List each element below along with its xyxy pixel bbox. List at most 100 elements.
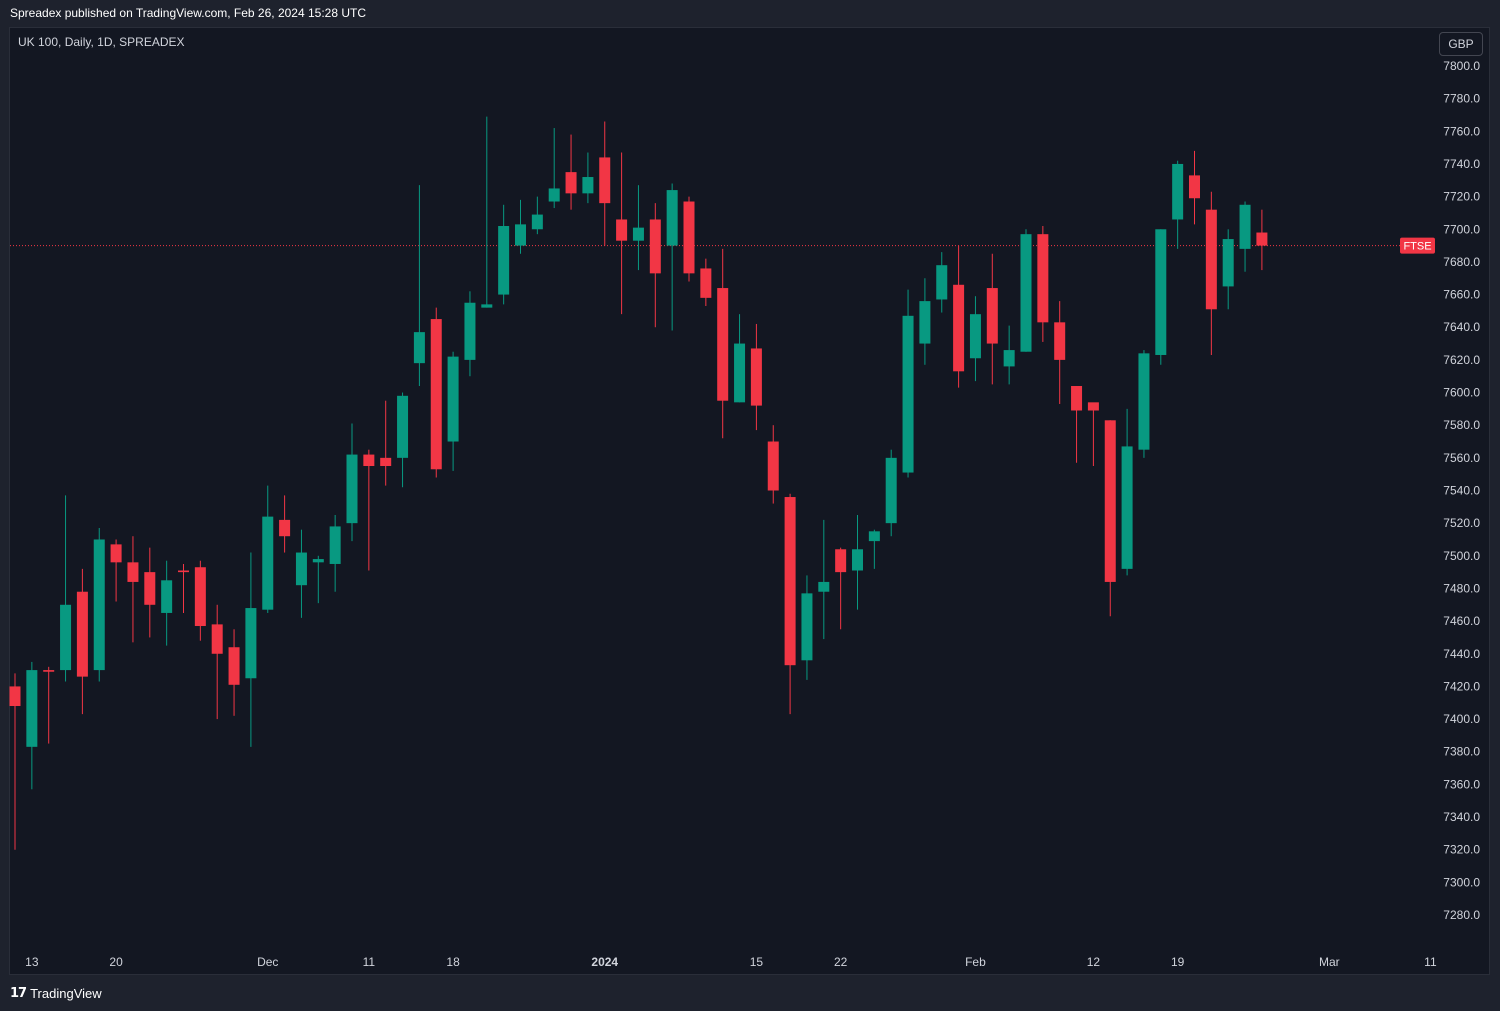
y-tick-label: 7780.0 [1443, 92, 1480, 106]
candle-body-down [599, 157, 611, 204]
candle-body-up [632, 227, 644, 241]
candle-body-down [784, 497, 796, 666]
candle-body-up [1222, 239, 1234, 287]
y-tick-label: 7640.0 [1443, 320, 1480, 334]
candle-body-down [430, 319, 442, 470]
symbol-info: UK 100, Daily, 1D, SPREADEX [18, 35, 185, 49]
currency-button[interactable]: GBP [1439, 32, 1483, 56]
candle-body-up [26, 670, 38, 747]
x-tick-label: 18 [446, 955, 460, 969]
y-tick-label: 7540.0 [1443, 484, 1480, 498]
candle-body-down [986, 288, 998, 344]
candle-body-down [953, 284, 965, 372]
y-tick-label: 7520.0 [1443, 516, 1480, 530]
candle-body-up [60, 604, 72, 671]
candle-body-down [700, 268, 712, 298]
y-tick-label: 7600.0 [1443, 386, 1480, 400]
candle-body-up [329, 526, 341, 564]
candle-body-up [902, 315, 914, 473]
x-tick-label: 20 [109, 955, 123, 969]
candle-body-up [582, 177, 594, 194]
y-tick-label: 7380.0 [1443, 745, 1480, 759]
y-tick-label: 7680.0 [1443, 255, 1480, 269]
x-tick-label: Mar [1319, 955, 1340, 969]
candle-body-up [1121, 446, 1133, 569]
publisher-caption: Spreadex published on TradingView.com, F… [10, 6, 367, 20]
candle-body-up [548, 188, 560, 202]
candle-body-down [1256, 232, 1268, 246]
y-tick-label: 7440.0 [1443, 647, 1480, 661]
chart-pane[interactable] [9, 27, 1490, 975]
tradingview-logo[interactable]: 𝟭𝟳 TradingView [10, 985, 102, 1001]
candle-body-down [194, 567, 206, 627]
y-tick-label: 7660.0 [1443, 288, 1480, 302]
y-tick-label: 7320.0 [1443, 843, 1480, 857]
x-tick-label: 13 [25, 955, 39, 969]
candle-body-up [531, 214, 543, 230]
x-tick-label: 2024 [591, 955, 618, 969]
y-tick-label: 7740.0 [1443, 157, 1480, 171]
x-tick-label: 22 [834, 955, 848, 969]
candle-body-up [464, 302, 476, 360]
candle-body-down [565, 172, 577, 194]
candle-body-down [43, 670, 55, 672]
candle-body-up [1155, 229, 1167, 355]
x-tick-label: Dec [257, 955, 278, 969]
candle-body-down [127, 562, 139, 582]
candle-body-down [767, 441, 779, 491]
y-tick-label: 7340.0 [1443, 810, 1480, 824]
candle-body-up [262, 516, 274, 610]
candle-body-up [1003, 350, 1015, 367]
y-tick-label: 7700.0 [1443, 222, 1480, 236]
candle-body-down [76, 591, 88, 677]
x-tick-label: 12 [1087, 955, 1101, 969]
x-tick-label: 11 [363, 955, 376, 969]
y-tick-label: 7500.0 [1443, 549, 1480, 563]
candle-body-up [481, 304, 493, 308]
candle-body-up [919, 301, 931, 344]
candle-body-down [649, 219, 661, 274]
candle-body-up [161, 580, 173, 613]
candle-body-up [312, 559, 324, 563]
candle-body-up [1138, 353, 1150, 450]
candle-body-up [1020, 234, 1032, 352]
candle-body-down [750, 348, 762, 406]
y-tick-label: 7400.0 [1443, 712, 1480, 726]
x-tick-label: 15 [750, 955, 764, 969]
price-label-badge [1400, 237, 1435, 254]
tradingview-logo-text: TradingView [30, 985, 102, 1001]
tradingview-logo-icon: 𝟭𝟳 [10, 985, 27, 1000]
candle-body-up [413, 332, 425, 364]
candle-body-down [835, 549, 847, 573]
candle-body-down [616, 219, 628, 241]
candle-body-down [1071, 386, 1083, 411]
candle-body-up [885, 457, 897, 524]
candle-body-up [498, 226, 510, 295]
candle-body-down [9, 686, 21, 707]
y-tick-label: 7460.0 [1443, 614, 1480, 628]
y-tick-label: 7620.0 [1443, 353, 1480, 367]
candle-body-down [228, 647, 240, 685]
price-label-text: FTSE [1403, 241, 1431, 253]
y-tick-label: 7360.0 [1443, 777, 1480, 791]
y-tick-label: 7280.0 [1443, 908, 1480, 922]
candle-body-up [734, 343, 746, 403]
candle-body-down [279, 519, 291, 537]
candle-body-up [666, 190, 678, 246]
candle-body-up [852, 549, 863, 571]
candle-body-down [110, 544, 122, 563]
candle-body-down [1037, 234, 1049, 323]
candle-body-up [1172, 163, 1184, 220]
candle-body-down [144, 572, 156, 605]
y-tick-label: 7580.0 [1443, 418, 1480, 432]
candle-body-down [1189, 175, 1200, 199]
candle-body-down [211, 624, 223, 654]
y-tick-label: 7760.0 [1443, 124, 1480, 138]
candle-body-up [295, 552, 307, 586]
candle-body-up [346, 454, 358, 524]
candle-body-down [683, 201, 695, 274]
candle-body-up [397, 395, 409, 458]
candle-body-up [936, 265, 948, 300]
y-tick-label: 7720.0 [1443, 190, 1480, 204]
